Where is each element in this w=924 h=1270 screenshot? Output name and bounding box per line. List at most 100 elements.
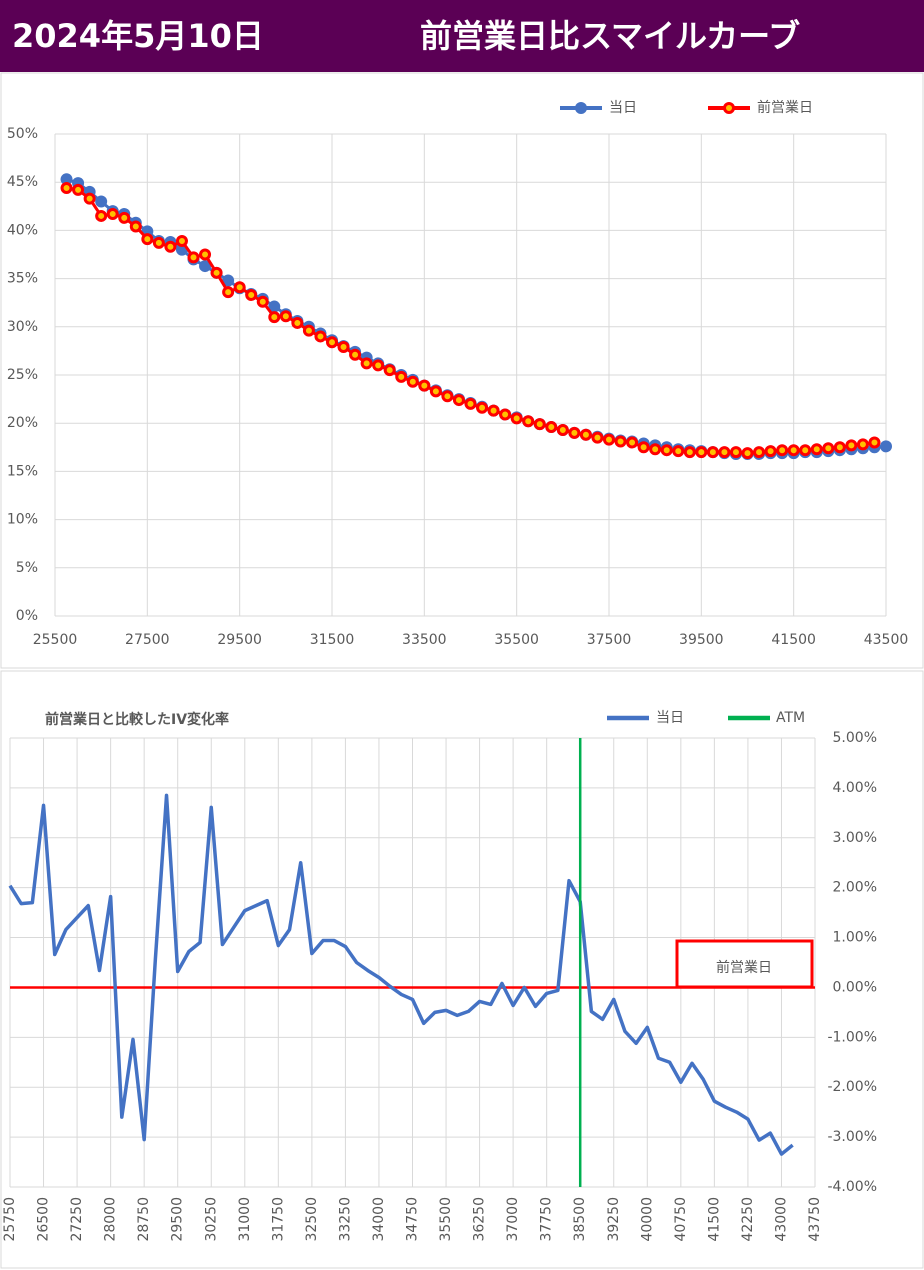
x-tick-label: 37500: [587, 632, 632, 648]
marker: [729, 446, 742, 459]
marker: [626, 436, 639, 449]
x-tick-label: 43500: [864, 632, 909, 648]
marker: [487, 404, 500, 417]
x-tick-label: 43000: [773, 1197, 789, 1242]
marker: [568, 426, 581, 439]
marker: [118, 211, 131, 224]
y-tick-label: 0.00%: [833, 979, 877, 995]
legend-marker: [575, 102, 587, 114]
marker: [199, 248, 212, 261]
x-tick-label: 33250: [337, 1197, 353, 1242]
marker: [60, 173, 73, 186]
x-tick-label: 28750: [136, 1197, 152, 1242]
y-tick-label: -4.00%: [827, 1179, 877, 1195]
marker: [810, 443, 823, 456]
marker: [129, 220, 142, 233]
marker: [753, 446, 766, 459]
marker: [522, 415, 535, 428]
marker: [222, 286, 235, 299]
y-tick-label: 10%: [7, 512, 38, 528]
series-line: [8, 793, 794, 1156]
marker: [476, 401, 489, 414]
marker: [441, 390, 454, 403]
header-title: 前営業日比スマイルカーブ: [420, 17, 800, 55]
marker: [395, 370, 408, 383]
marker: [349, 348, 362, 361]
marker: [637, 441, 650, 454]
series-line: [66, 186, 875, 455]
marker: [764, 445, 777, 458]
y-tick-label: 15%: [7, 463, 38, 479]
marker: [499, 408, 512, 421]
x-tick-label: 42250: [740, 1197, 756, 1242]
marker: [372, 359, 385, 372]
y-tick-label: 5%: [16, 560, 38, 576]
marker: [833, 441, 846, 454]
y-tick-label: 2.00%: [833, 880, 877, 896]
x-tick-label: 31000: [237, 1197, 253, 1242]
marker: [660, 444, 673, 457]
marker: [556, 423, 569, 436]
x-tick-label: 25500: [33, 632, 78, 648]
marker: [683, 446, 696, 459]
marker: [233, 281, 246, 294]
marker: [603, 433, 615, 446]
x-tick-label: 29500: [170, 1197, 186, 1242]
marker: [429, 385, 442, 398]
x-tick-label: 30250: [203, 1197, 219, 1242]
x-tick-label: 34000: [371, 1197, 387, 1242]
marker: [187, 251, 200, 264]
y-tick-label: 30%: [7, 319, 38, 335]
marker: [787, 444, 800, 457]
marker: [856, 438, 869, 451]
marker: [95, 195, 108, 208]
x-tick-label: 28000: [103, 1197, 119, 1242]
x-tick-label: 38500: [572, 1197, 588, 1242]
x-tick-label: 27250: [69, 1197, 85, 1242]
x-tick-label: 37000: [505, 1197, 521, 1242]
x-tick-label: 43750: [807, 1197, 823, 1242]
x-tick-label: 31500: [310, 632, 355, 648]
marker: [776, 444, 789, 457]
marker: [718, 446, 731, 459]
y-tick-label: -3.00%: [827, 1129, 877, 1145]
marker: [268, 300, 281, 313]
legend-label: 当日: [656, 710, 684, 726]
marker: [868, 436, 881, 449]
x-tick-label: 29500: [217, 632, 262, 648]
y-tick-label: 40%: [7, 222, 38, 238]
y-tick-label: 1.00%: [833, 930, 877, 946]
y-tick-label: 50%: [7, 126, 38, 142]
marker: [695, 446, 708, 459]
annotation-box: [675, 939, 814, 989]
marker: [268, 311, 281, 324]
marker: [60, 181, 73, 194]
header-bar: [0, 0, 924, 72]
x-tick-label: 40000: [639, 1197, 655, 1242]
x-tick-label: 39500: [679, 632, 724, 648]
x-tick-label: 40750: [673, 1197, 689, 1242]
marker: [706, 446, 719, 459]
x-tick-label: 32500: [304, 1197, 320, 1242]
x-tick-label: 35500: [494, 632, 539, 648]
legend-marker: [723, 102, 735, 114]
y-tick-label: 3.00%: [833, 830, 877, 846]
y-tick-label: 25%: [7, 367, 38, 383]
marker: [72, 183, 85, 196]
marker: [545, 421, 558, 434]
marker: [302, 324, 315, 337]
panel: [0, 670, 924, 1269]
marker: [591, 431, 604, 444]
marker: [406, 375, 419, 388]
y-tick-label: -2.00%: [827, 1079, 877, 1095]
marker: [452, 394, 465, 407]
marker: [199, 260, 212, 273]
x-tick-label: 41500: [706, 1197, 722, 1242]
y-tick-label: 45%: [7, 174, 38, 190]
annotation: 前営業日: [716, 959, 772, 976]
x-tick-label: 33500: [402, 632, 447, 648]
legend-label: 前営業日: [757, 99, 813, 116]
marker: [464, 397, 477, 410]
marker: [579, 428, 592, 441]
